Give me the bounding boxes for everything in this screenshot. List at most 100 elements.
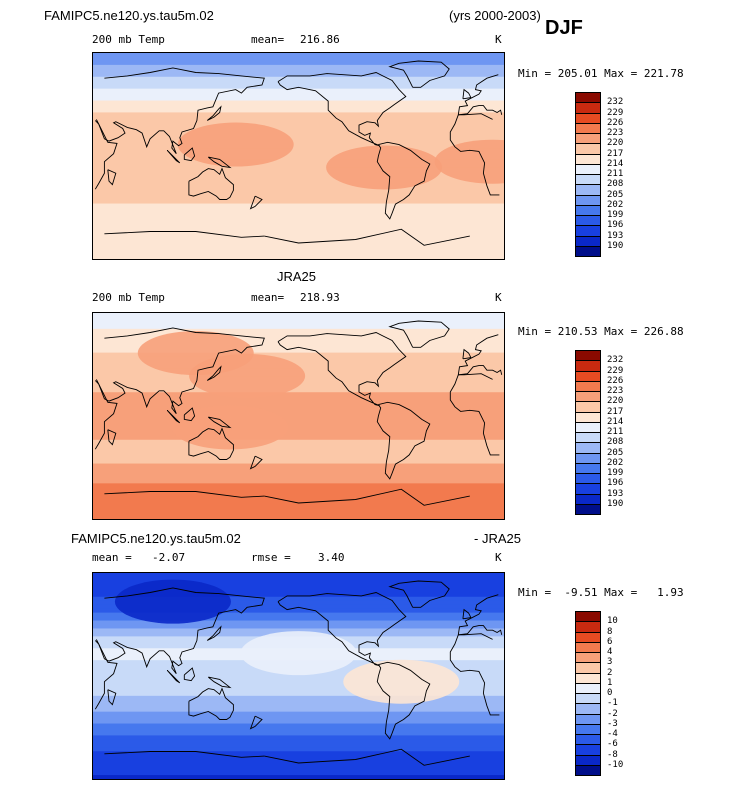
colorbar-swatch bbox=[575, 350, 601, 362]
colorbar-tick-label: 223 bbox=[607, 386, 624, 396]
coastline bbox=[264, 228, 470, 246]
field-band bbox=[93, 703, 504, 709]
coastline bbox=[208, 676, 232, 689]
colorbar-tick-label: 217 bbox=[607, 148, 624, 159]
field-band bbox=[93, 360, 504, 366]
coastline bbox=[388, 580, 450, 608]
field-band bbox=[93, 53, 504, 58]
field-band bbox=[93, 463, 504, 469]
field-band bbox=[93, 511, 504, 516]
colorbar-tick-label: 1 bbox=[607, 677, 613, 688]
colorbar-swatch bbox=[575, 621, 601, 633]
field-band bbox=[93, 616, 504, 622]
field-band bbox=[93, 167, 504, 173]
colorbar-swatch bbox=[575, 163, 601, 175]
field-band bbox=[93, 100, 504, 106]
field-band bbox=[93, 56, 504, 62]
colorbar-swatch bbox=[575, 380, 601, 392]
colorbar-tick-label: 214 bbox=[607, 158, 624, 169]
field-band bbox=[93, 235, 504, 240]
field-band bbox=[93, 68, 504, 74]
colorbar-swatch bbox=[575, 473, 601, 485]
field-band bbox=[93, 475, 504, 480]
field-blob bbox=[137, 331, 254, 376]
colorbar-swatch bbox=[575, 411, 601, 423]
field-band bbox=[93, 600, 504, 606]
coastline bbox=[376, 661, 431, 740]
colorbar-swatch bbox=[575, 652, 601, 664]
field-band bbox=[93, 313, 504, 318]
field-band bbox=[93, 163, 504, 169]
coastline bbox=[457, 74, 499, 115]
field-band bbox=[93, 515, 504, 519]
panel2-mean-value: 218.93 bbox=[300, 291, 340, 304]
field-band bbox=[93, 596, 504, 602]
field-blob bbox=[177, 122, 294, 167]
colorbar-tick-label: -10 bbox=[607, 759, 624, 770]
coastline bbox=[264, 488, 470, 506]
colorbar-tick-label: 214 bbox=[607, 416, 624, 427]
field-band bbox=[93, 223, 504, 228]
coastline bbox=[449, 114, 500, 196]
field-band bbox=[93, 423, 504, 429]
field-band bbox=[93, 628, 504, 634]
field-band bbox=[93, 80, 504, 86]
colorbar-swatch bbox=[575, 452, 601, 464]
field-band bbox=[93, 588, 504, 594]
colorbar-tick-label: 193 bbox=[607, 488, 624, 499]
field-band bbox=[93, 136, 504, 141]
field-band bbox=[93, 707, 504, 713]
coastline bbox=[457, 594, 499, 635]
colorbar-tick-label: 202 bbox=[607, 199, 624, 210]
field-band bbox=[93, 683, 504, 689]
panel3-field bbox=[93, 573, 504, 779]
field-band bbox=[93, 731, 504, 737]
field-band bbox=[93, 120, 504, 125]
field-band bbox=[93, 247, 504, 252]
panel2-map bbox=[92, 312, 505, 520]
colorbar-swatch bbox=[575, 631, 601, 643]
field-band bbox=[93, 140, 504, 145]
field-band bbox=[93, 487, 504, 492]
field-band bbox=[93, 747, 504, 752]
colorbar-swatch bbox=[575, 442, 601, 454]
colorbar-tick-label: 226 bbox=[607, 375, 624, 386]
coastline bbox=[94, 380, 118, 450]
colorbar-tick-label: 232 bbox=[607, 97, 624, 108]
field-blob bbox=[326, 145, 443, 190]
panel2-field bbox=[93, 313, 504, 519]
field-band bbox=[93, 132, 504, 137]
field-band bbox=[93, 723, 504, 729]
coastline bbox=[95, 327, 265, 414]
field-band bbox=[93, 195, 504, 201]
field-band bbox=[93, 711, 504, 717]
field-band bbox=[93, 219, 504, 224]
colorbar-swatch bbox=[575, 432, 601, 444]
colorbar-swatch bbox=[575, 493, 601, 505]
coastline bbox=[95, 587, 265, 674]
field-band bbox=[93, 156, 504, 161]
field-band bbox=[93, 435, 504, 441]
panel1-units: K bbox=[495, 33, 502, 46]
field-band bbox=[93, 408, 504, 413]
field-band bbox=[93, 199, 504, 205]
panel3-mean-value: -2.07 bbox=[152, 551, 186, 564]
field-band bbox=[93, 767, 504, 772]
colorbar-tick-label: 220 bbox=[607, 138, 624, 149]
field-band bbox=[93, 183, 504, 189]
colorbar-swatch bbox=[575, 693, 601, 705]
field-band bbox=[93, 207, 504, 213]
coastline bbox=[166, 149, 181, 164]
panel3-map bbox=[92, 572, 505, 780]
panel2-stats: Min = 210.53 Max = 226.88 bbox=[518, 325, 684, 338]
field-band bbox=[93, 427, 504, 433]
coastline bbox=[183, 667, 196, 682]
field-band bbox=[93, 316, 504, 322]
coastline bbox=[449, 374, 500, 456]
field-band bbox=[93, 215, 504, 220]
panel1-variable: 200 mb Temp bbox=[92, 33, 165, 46]
coastline bbox=[94, 640, 118, 710]
field-band bbox=[93, 112, 504, 117]
field-band bbox=[93, 573, 504, 578]
coastline bbox=[104, 231, 265, 238]
